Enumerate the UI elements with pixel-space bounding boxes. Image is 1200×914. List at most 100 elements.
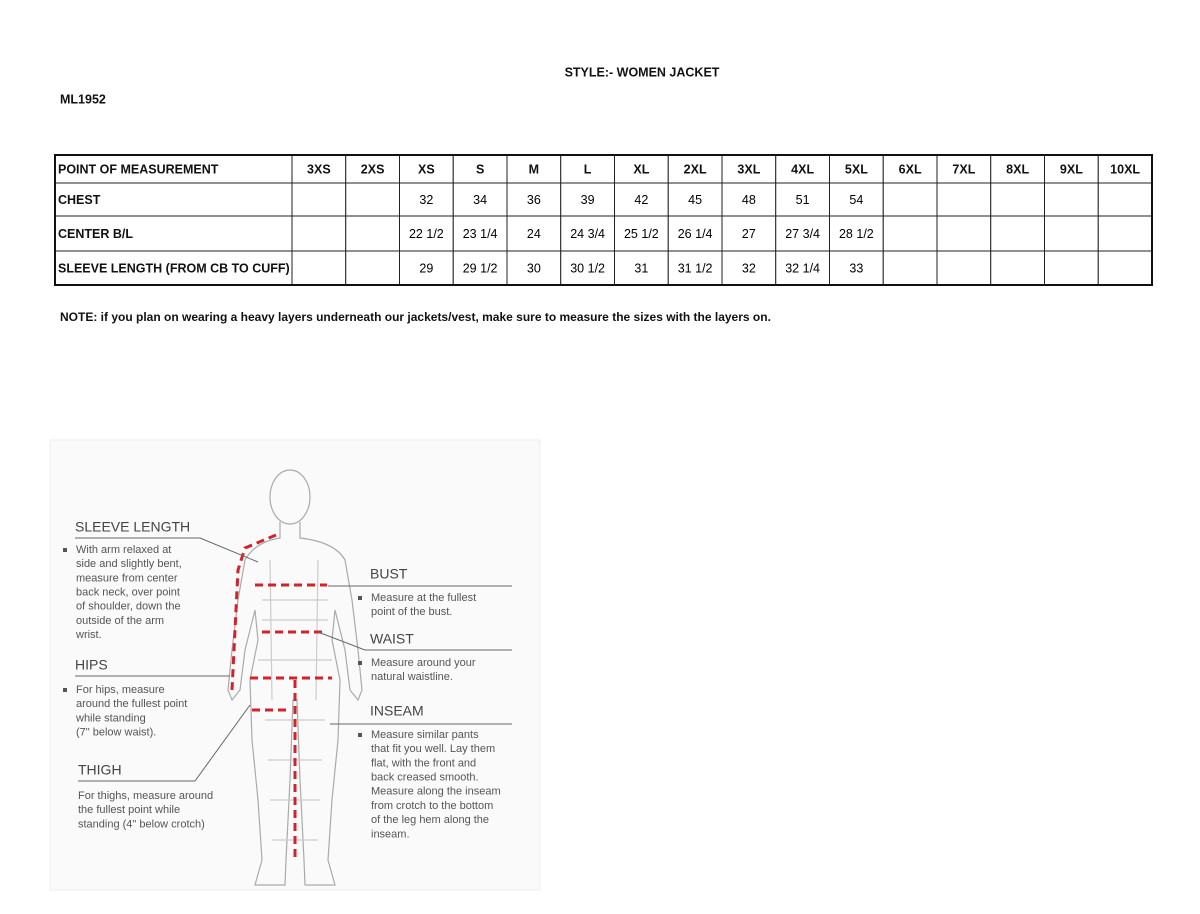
column-header: 2XS [361, 162, 385, 176]
table-cell [54, 154, 293, 184]
table-cell [721, 250, 777, 286]
guide-line: outside of the arm [76, 615, 164, 627]
table-border [54, 154, 1153, 286]
cell-value: 32 [419, 193, 433, 207]
table-cell [990, 215, 1045, 252]
cell-value: 27 [742, 227, 756, 241]
table-cell [614, 154, 669, 184]
column-header: 3XL [737, 162, 760, 176]
guide-title: BUST [370, 566, 408, 582]
guide-line: measure from center [76, 572, 178, 584]
guide-line: the fullest point while [78, 804, 180, 816]
table-cell [291, 215, 347, 252]
column-header: XL [633, 162, 649, 176]
table-cell [936, 182, 992, 217]
style-title: STYLE:- WOMEN JACKET [565, 65, 720, 79]
guide-line: back creased smooth. [371, 772, 479, 784]
guide-title: SLEEVE LENGTH [75, 519, 190, 535]
column-header: XS [418, 162, 435, 176]
column-header: 9XL [1060, 162, 1083, 176]
table-cell [399, 215, 454, 252]
row-label: CHEST [58, 193, 101, 207]
cell-value: 29 1/2 [463, 261, 498, 275]
table-cell [829, 250, 884, 286]
table-cell [990, 250, 1045, 286]
cell-value: 24 [527, 227, 541, 241]
column-header: M [529, 162, 539, 176]
column-header: 3XS [307, 162, 331, 176]
table-cell [1097, 182, 1153, 217]
cell-value: 42 [634, 193, 648, 207]
table-cell [54, 215, 293, 252]
leader-lines [75, 537, 512, 782]
guide-line: (7" below waist). [76, 727, 156, 739]
guide-line: Measure along the inseam [371, 786, 501, 798]
column-header: 7XL [952, 162, 975, 176]
table-cell [560, 182, 615, 217]
cell-value: 28 1/2 [839, 227, 874, 241]
guide-line: side and slightly bent, [76, 558, 182, 570]
measure-lines [230, 533, 332, 862]
table-cell [829, 215, 884, 252]
guide-line: inseam. [371, 828, 410, 840]
column-header: L [584, 162, 592, 176]
cell-value: 32 1/4 [785, 261, 820, 275]
guide-line: that fit you well. Lay them [371, 743, 495, 755]
guide-line: of shoulder, down the [76, 601, 181, 613]
table-cell [1044, 182, 1099, 217]
guide-title: INSEAM [370, 703, 424, 719]
table-cell [829, 182, 884, 217]
row-label: SLEEVE LENGTH (FROM CB TO CUFF) [58, 261, 290, 275]
column-header: POINT OF MEASUREMENT [58, 162, 219, 176]
table-cell [829, 154, 884, 184]
column-header: 6XL [899, 162, 922, 176]
table-cell [721, 154, 777, 184]
cell-value: 54 [849, 193, 863, 207]
cell-value: 30 1/2 [570, 261, 605, 275]
cell-value: 25 1/2 [624, 227, 659, 241]
cell-value: 31 [634, 261, 648, 275]
guide-line: while standing [75, 712, 146, 724]
guide-text: SLEEVE LENGTH With arm relaxed at side and… [63, 519, 501, 840]
table-cell [291, 154, 347, 184]
column-header: 5XL [845, 162, 868, 176]
guide-line: Measure at the fullest [371, 592, 476, 604]
guide-line: flat, with the front and [371, 757, 476, 769]
table-cell [990, 182, 1045, 217]
cell-value: 36 [527, 193, 541, 207]
cell-value: 32 [742, 261, 756, 275]
guide-line: natural waistline. [371, 671, 453, 683]
note: NOTE: if you plan on wearing a heavy lay… [60, 310, 771, 324]
cell-value: 22 1/2 [409, 227, 444, 241]
cell-value: 27 3/4 [785, 227, 820, 241]
cell-value: 48 [742, 193, 756, 207]
style-code: ML1952 [60, 92, 106, 106]
table-cell [882, 215, 938, 252]
column-header: 10XL [1110, 162, 1140, 176]
table-cell [1097, 215, 1153, 252]
guide-line: For hips, measure [76, 684, 165, 696]
cell-value: 51 [796, 193, 810, 207]
cell-value: 26 1/4 [678, 227, 713, 241]
bullet [358, 661, 362, 665]
bullet [63, 548, 67, 552]
guide-line: With arm relaxed at [76, 544, 171, 556]
cell-value: 39 [581, 193, 595, 207]
guide-line: standing (4" below crotch) [78, 818, 205, 830]
column-header: S [476, 162, 484, 176]
guide-line: point of the bust. [371, 606, 452, 618]
guide-title: THIGH [78, 762, 122, 778]
table-cell [882, 182, 938, 217]
table-cell [452, 250, 508, 286]
guide-line: wrist. [75, 629, 102, 641]
guide-line: of the leg hem along the [371, 814, 489, 826]
column-header: 8XL [1006, 162, 1029, 176]
table-cell [1044, 250, 1099, 286]
cell-value: 30 [527, 261, 541, 275]
table-cell [1097, 250, 1153, 286]
cell-value: 31 1/2 [678, 261, 713, 275]
table-cell [1044, 215, 1099, 252]
table-cell [775, 215, 830, 252]
